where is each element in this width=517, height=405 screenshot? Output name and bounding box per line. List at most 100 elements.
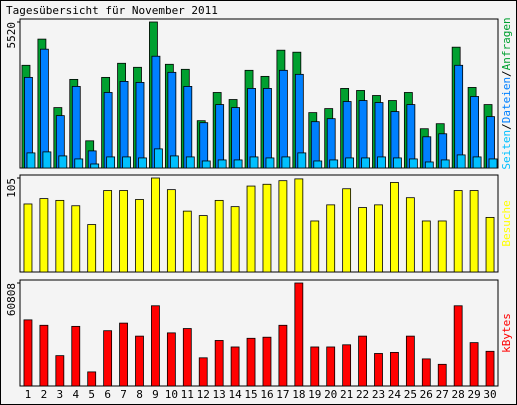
- x-tick-label: 8: [136, 388, 143, 401]
- legend-entry: Besuche: [500, 200, 513, 246]
- x-tick-label: 12: [197, 388, 210, 401]
- bar: [246, 337, 256, 387]
- x-tick-label: 29: [467, 388, 480, 401]
- bar: [281, 156, 291, 169]
- bar: [230, 346, 240, 387]
- legend-entry: kBytes: [500, 313, 513, 353]
- x-tick-label: 3: [57, 388, 64, 401]
- bar: [263, 88, 272, 169]
- bar: [278, 180, 288, 273]
- bar: [135, 82, 145, 169]
- bar: [421, 220, 431, 273]
- bar: [166, 189, 176, 273]
- bar: [278, 324, 288, 387]
- x-tick-label: 14: [228, 388, 242, 401]
- bar: [454, 64, 464, 169]
- bar: [214, 340, 224, 387]
- bar: [23, 319, 33, 387]
- bar: [358, 335, 367, 387]
- x-tick-label: 1: [25, 388, 32, 401]
- x-tick-label: 5: [88, 388, 95, 401]
- bar: [390, 182, 399, 273]
- bar: [166, 332, 176, 387]
- bar: [151, 177, 160, 273]
- bar: [246, 185, 256, 273]
- bar: [183, 86, 193, 169]
- bar: [440, 159, 450, 169]
- bar: [437, 220, 447, 273]
- x-tick-label: 20: [324, 388, 337, 401]
- x-tick-label: 2: [41, 388, 48, 401]
- bar: [278, 69, 288, 169]
- bar: [182, 328, 192, 387]
- x-tick-label: 6: [104, 388, 111, 401]
- bar: [294, 178, 304, 273]
- bar: [119, 190, 128, 273]
- bar: [74, 158, 84, 169]
- bar: [87, 224, 97, 273]
- x-tick-label: 4: [72, 388, 79, 401]
- x-tick-label: 25: [404, 388, 417, 401]
- legend: Seiten/Dateien/Anfragen: [500, 17, 513, 169]
- bar: [294, 282, 304, 387]
- x-tick-label: 9: [152, 388, 159, 401]
- bar: [217, 159, 227, 169]
- bar: [154, 148, 163, 169]
- bar: [405, 197, 415, 273]
- x-tick-label: 13: [213, 388, 226, 401]
- bar: [55, 199, 65, 273]
- bar: [119, 322, 128, 387]
- bar: [90, 163, 100, 169]
- y-tick-label: 60808: [5, 283, 18, 316]
- bar: [406, 104, 416, 169]
- legend-entry: Dateien: [500, 77, 513, 123]
- bar: [215, 104, 225, 169]
- bar: [262, 183, 272, 273]
- legend-separator: /: [500, 70, 513, 77]
- bar: [377, 156, 386, 169]
- bar: [230, 206, 240, 273]
- bar: [310, 220, 320, 273]
- bar: [326, 346, 336, 387]
- bar: [106, 156, 116, 169]
- bar: [424, 161, 434, 169]
- bar: [297, 152, 307, 169]
- x-tick-label: 11: [181, 388, 194, 401]
- legend-entry: Seiten: [500, 130, 513, 170]
- bar: [453, 305, 463, 387]
- bar: [231, 107, 241, 169]
- bar: [358, 207, 367, 273]
- panel: [19, 279, 499, 387]
- legend: Besuche: [500, 200, 513, 246]
- bar: [472, 156, 482, 169]
- legend-entry: Anfragen: [500, 17, 513, 70]
- chart-title: Tagesübersicht für November 2011: [6, 4, 218, 17]
- bar: [26, 152, 36, 169]
- bar: [374, 353, 383, 387]
- x-tick-label: 26: [420, 388, 433, 401]
- bar: [151, 305, 160, 387]
- bar: [247, 88, 256, 169]
- legend: kBytes: [500, 313, 513, 353]
- x-tick-label: 28: [452, 388, 465, 401]
- bar: [71, 86, 81, 169]
- x-tick-label: 21: [340, 388, 353, 401]
- bar: [342, 344, 352, 387]
- bar: [138, 157, 147, 169]
- bar: [310, 346, 320, 387]
- bar: [135, 335, 144, 387]
- bar: [437, 363, 447, 387]
- bar: [390, 351, 399, 387]
- bar: [103, 330, 113, 387]
- legend-separator: /: [500, 123, 513, 130]
- bar: [342, 188, 352, 273]
- bar: [262, 336, 272, 387]
- x-tick-label: 17: [276, 388, 289, 401]
- bar: [169, 155, 179, 169]
- x-tick-label: 10: [165, 388, 178, 401]
- bar: [361, 157, 370, 169]
- x-tick-label: 16: [260, 388, 273, 401]
- panel: [19, 18, 499, 169]
- bar: [313, 160, 323, 169]
